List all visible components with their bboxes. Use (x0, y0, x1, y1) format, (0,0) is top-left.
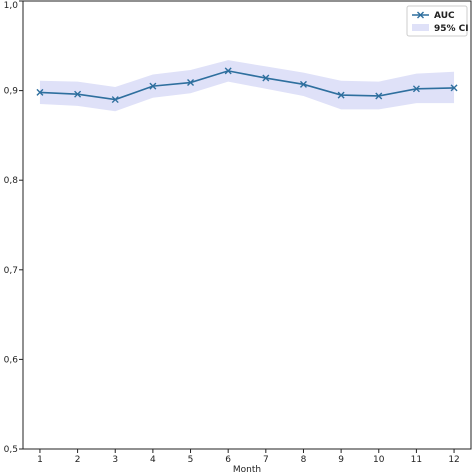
legend-ci-swatch (412, 24, 429, 31)
data-point-marker (187, 79, 195, 87)
legend: AUC 95% CI (406, 5, 469, 37)
data-point-marker (450, 84, 458, 92)
legend-x-marker-icon (417, 11, 424, 19)
y-axis-ticks: 0,5 0,6 0,7 0,8 0,9 1,0 (4, 0, 23, 455)
x-axis-ticks: 1 2 3 4 5 6 7 8 9 10 11 12 (37, 449, 460, 465)
x-tick-label: 1 (37, 455, 43, 465)
x-tick-label: 12 (448, 455, 459, 465)
data-point-marker (36, 88, 44, 96)
data-point-marker (74, 90, 82, 98)
ci-band-layer (39, 60, 455, 112)
y-tick-label: 1,0 (4, 1, 19, 11)
x-tick-label: 5 (188, 455, 194, 465)
x-tick-label: 11 (411, 455, 422, 465)
data-point-marker (149, 82, 157, 90)
x-tick-label: 4 (150, 455, 156, 465)
x-tick-label: 10 (373, 455, 385, 465)
series-line-layer (39, 70, 455, 101)
y-tick-label: 0,9 (4, 87, 19, 97)
legend-label-ci: 95% CI (434, 24, 469, 34)
data-point-marker (375, 92, 383, 100)
legend-label-auc: AUC (434, 11, 455, 21)
data-point-marker (111, 96, 119, 104)
data-point-marker (412, 85, 420, 93)
x-tick-label: 7 (263, 455, 269, 465)
x-tick-label: 2 (75, 455, 81, 465)
x-tick-label: 3 (112, 455, 118, 465)
x-tick-label: 9 (338, 455, 344, 465)
x-tick-label: 8 (301, 455, 307, 465)
plot-area-frame (22, 0, 472, 450)
y-tick-label: 0,7 (4, 266, 18, 276)
x-tick-label: 6 (225, 455, 231, 465)
data-point-marker (299, 80, 307, 88)
x-axis-label: Month (233, 465, 261, 475)
data-point-marker (337, 91, 345, 99)
y-tick-label: 0,6 (4, 355, 19, 365)
y-tick-label: 0,5 (4, 445, 18, 455)
data-point-marker (262, 74, 270, 82)
series-marker-layer (36, 67, 458, 104)
ci-band (39, 60, 455, 112)
data-point-marker (224, 67, 232, 75)
series-line-auc (39, 70, 455, 101)
y-tick-label: 0,8 (4, 176, 19, 186)
